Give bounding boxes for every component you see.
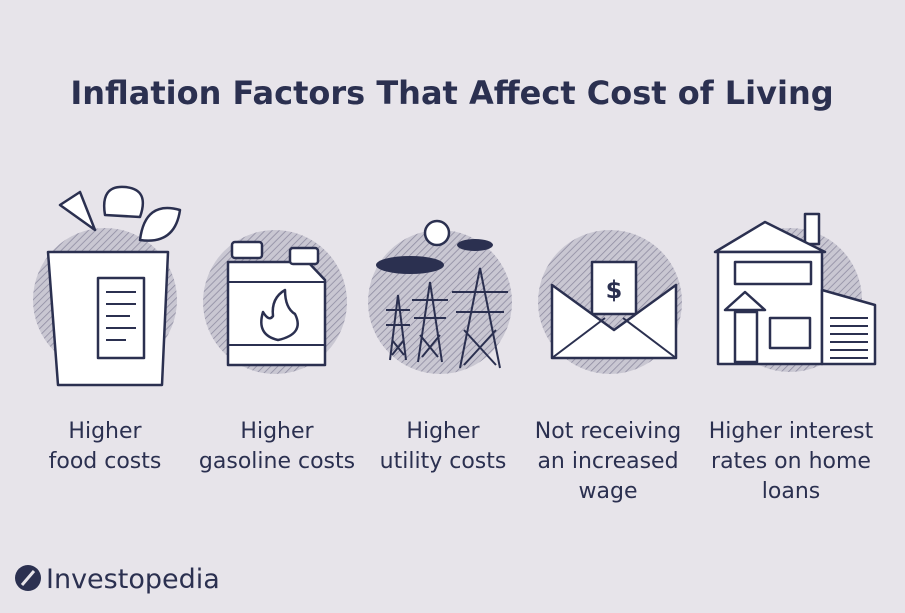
- item-label: Higher: [68, 419, 142, 444]
- item-label: an increased: [537, 449, 678, 474]
- gas-can-icon: [226, 240, 327, 367]
- item-label: utility costs: [380, 449, 507, 474]
- item-label: food costs: [49, 449, 162, 474]
- brand: Investopedia: [46, 564, 220, 595]
- item-label: loans: [762, 479, 820, 504]
- item-label: gasoline costs: [199, 449, 355, 474]
- labels: Higher food costs Higher gasoline costs High…: [49, 419, 874, 504]
- item-label: Higher interest: [709, 419, 874, 444]
- power-icon: [376, 219, 508, 369]
- svg-text:$: $: [606, 276, 623, 304]
- envelope-icon: $: [550, 260, 678, 360]
- item-label: Higher: [406, 419, 480, 444]
- grocery-icon: [46, 185, 182, 387]
- house-icon: [713, 212, 877, 366]
- brand-logo-mark: [20, 570, 36, 586]
- item-label: Not receiving: [535, 419, 681, 444]
- item-label: Higher: [240, 419, 314, 444]
- item-label: wage: [579, 479, 638, 504]
- item-label: rates on home: [711, 449, 871, 474]
- title: Inflation Factors That Affect Cost of Li…: [70, 74, 833, 112]
